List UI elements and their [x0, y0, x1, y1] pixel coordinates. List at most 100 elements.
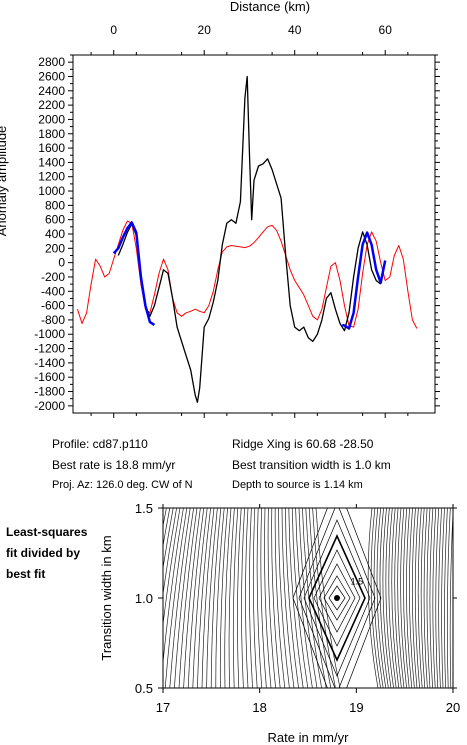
ridge-crossing-label: Ridge Xing is 60.68 -28.50 — [232, 437, 374, 451]
contour-line — [178, 508, 198, 688]
x-tick-label: 19 — [349, 700, 363, 715]
misfit-contour-chart: 1.5 17 18 19 20 0.5 1.0 1.5 Rate in mm/yr Transit… — [99, 501, 460, 745]
y-tick-label: 2600 — [38, 69, 65, 83]
anomaly-profile-chart: 0 20 40 60-2000-1800-1600-1400-1200-1000-80… — [0, 0, 440, 418]
contour-line — [267, 508, 276, 688]
y-tick-label: -400 — [41, 284, 65, 298]
contour-label: 1.5 — [351, 576, 364, 586]
best-fit-point — [334, 595, 340, 601]
contour-line — [163, 508, 184, 667]
contour-line — [423, 508, 428, 688]
contour-line — [278, 508, 290, 688]
x-tick-label: 20 — [198, 23, 212, 37]
contour-line — [315, 508, 341, 688]
contour-line — [367, 508, 379, 688]
y-axis-title: Transition width in km — [99, 535, 114, 660]
contour-line — [249, 508, 253, 688]
y-tick-label: -800 — [41, 313, 65, 327]
contour-ring — [292, 508, 382, 688]
contour-line — [432, 508, 437, 688]
y-tick-label: 1800 — [38, 127, 65, 141]
contour-line — [400, 508, 407, 688]
misfit-note: Least-squares fit divided by best fit — [6, 522, 87, 585]
contour-line — [163, 508, 177, 596]
y-tick-label: 0 — [58, 256, 65, 270]
y-tick-label: 1000 — [38, 184, 65, 198]
contour-ring — [328, 585, 346, 611]
fit-segment-line — [341, 231, 387, 330]
contour-line — [394, 508, 402, 688]
y-tick-label: -1400 — [34, 356, 65, 370]
misfit-note-line: Least-squares — [6, 525, 88, 539]
contour-line — [444, 508, 448, 688]
y-tick-label: 200 — [45, 241, 65, 255]
y-tick-label: 2000 — [38, 112, 65, 126]
best-rate-label: Best rate is 18.8 mm/yr — [52, 458, 176, 472]
x-tick-label: 17 — [156, 700, 170, 715]
y-tick-label: -600 — [41, 299, 65, 313]
y-tick-label: -1800 — [34, 385, 65, 399]
x-tick-label: 40 — [288, 23, 302, 37]
contour-line — [183, 508, 201, 688]
contour-line — [163, 508, 171, 548]
y-tick-label: 0.5 — [135, 681, 153, 696]
contour-line — [164, 508, 188, 688]
x-tick-label: 18 — [252, 700, 266, 715]
contour-line — [215, 508, 225, 688]
contour-line — [232, 508, 239, 688]
contour-line — [163, 508, 181, 627]
contour-line — [403, 508, 410, 688]
contour-line — [163, 508, 174, 571]
contour-line — [245, 508, 249, 688]
best-width-label: Best transition width is 1.0 km — [232, 458, 391, 472]
y-tick-label: -1200 — [34, 342, 65, 356]
contour-line — [409, 508, 415, 688]
contour-ring — [313, 549, 361, 647]
contour-line — [241, 508, 245, 688]
contour-line — [391, 508, 400, 688]
y-tick-label: -1000 — [34, 327, 65, 341]
contour-line — [382, 508, 392, 688]
contour-line — [224, 508, 232, 688]
contour-line — [449, 508, 453, 688]
y-tick-label: 1200 — [38, 170, 65, 184]
contour-line — [420, 508, 426, 688]
model-anomaly-line — [117, 75, 382, 403]
contour-line — [376, 508, 387, 688]
y-tick-label: -1600 — [34, 370, 65, 384]
x-axis-title: Rate in mm/yr — [268, 730, 350, 745]
y-axis-title: Anomaly amplitude — [0, 126, 9, 237]
contour-ring — [308, 534, 366, 662]
contour-line — [264, 508, 272, 688]
contour-line — [252, 508, 258, 688]
x-tick-label: 20 — [446, 700, 460, 715]
contour-line — [260, 508, 267, 688]
contour-line — [174, 508, 194, 688]
contour-line — [274, 508, 286, 688]
contour-line — [441, 508, 445, 688]
misfit-note-line: best fit — [6, 567, 46, 581]
contour-line — [206, 508, 218, 688]
contour-line — [414, 508, 420, 688]
contour-line — [308, 508, 332, 688]
contour-line — [298, 508, 318, 688]
contour-line — [388, 508, 397, 688]
contour-line — [438, 508, 442, 688]
profile-label: Profile: cd87.p110 — [52, 437, 148, 451]
contour-ring — [298, 508, 376, 688]
contour-line — [169, 508, 191, 688]
y-tick-label: 1400 — [38, 155, 65, 169]
contour-line — [429, 508, 434, 688]
contour-line — [446, 508, 451, 688]
contour-line — [291, 508, 309, 688]
contour-line — [397, 508, 405, 688]
contour-line — [406, 508, 413, 688]
contour-line — [285, 508, 299, 688]
contour-line — [417, 508, 423, 688]
contour-line — [201, 508, 215, 688]
contour-line — [426, 508, 431, 688]
contour-ring — [323, 575, 351, 621]
misfit-note-line: fit divided by — [6, 546, 81, 560]
contour-line — [237, 508, 242, 688]
